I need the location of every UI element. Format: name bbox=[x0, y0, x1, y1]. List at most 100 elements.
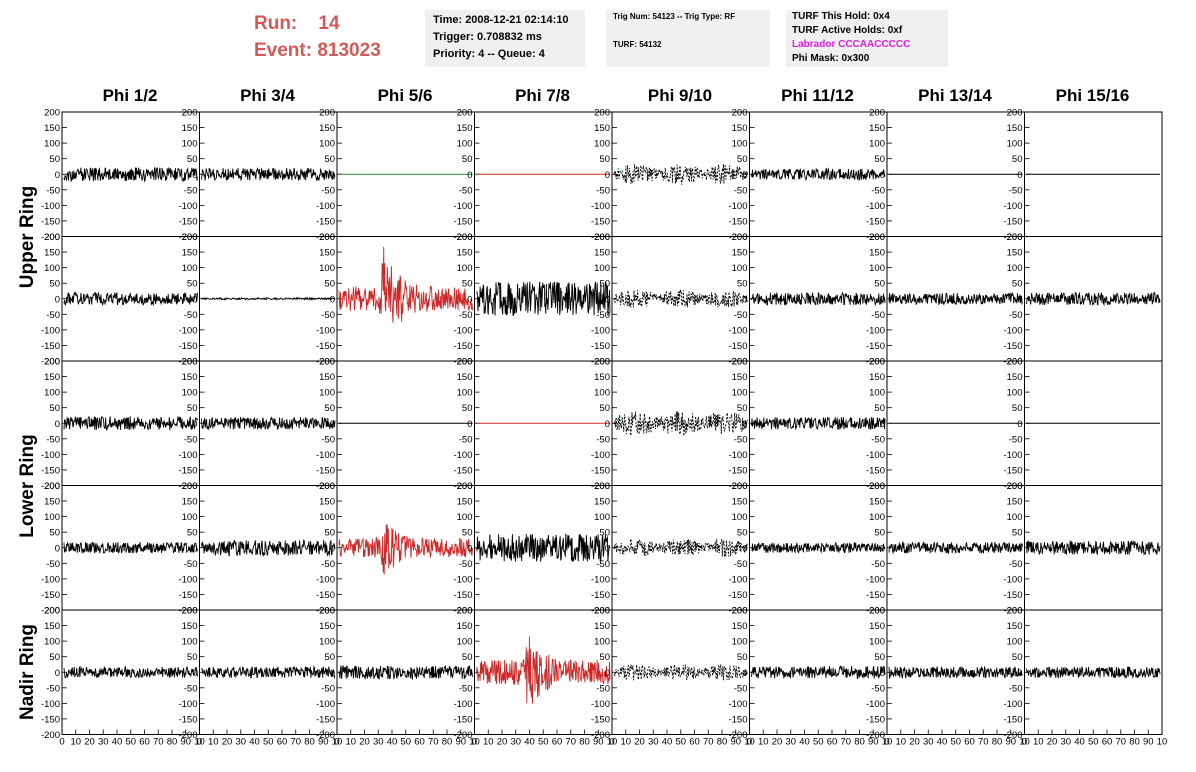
y-tick-label: 150 bbox=[732, 248, 748, 259]
y-tick-label: -150 bbox=[453, 216, 472, 227]
x-tick-label: 50 bbox=[950, 737, 961, 748]
x-tick-label: 50 bbox=[263, 737, 274, 748]
x-tick-label: 60 bbox=[414, 737, 425, 748]
waveform-trace bbox=[613, 538, 748, 558]
y-tick-label: 0 bbox=[605, 419, 610, 430]
y-tick-label: -200 bbox=[316, 357, 335, 368]
y-tick-label: -200 bbox=[178, 357, 197, 368]
y-tick-label: 150 bbox=[44, 248, 60, 259]
y-tick-label: 100 bbox=[182, 139, 198, 150]
waveform-trace bbox=[1026, 539, 1161, 556]
y-tick-label: -100 bbox=[453, 450, 472, 461]
y-tick-label: -100 bbox=[453, 325, 472, 336]
waveform-trace bbox=[476, 533, 611, 563]
waveform-trace bbox=[613, 164, 748, 185]
turf-hold-text: TURF This Hold: 0x4 bbox=[792, 11, 890, 22]
y-tick-label: 50 bbox=[462, 279, 473, 290]
y-tick-label: -50 bbox=[871, 434, 885, 445]
y-tick-label: -100 bbox=[41, 699, 60, 710]
y-tick-label: -50 bbox=[596, 683, 610, 694]
y-tick-label: 200 bbox=[869, 357, 885, 368]
y-tick-label: 0 bbox=[605, 668, 610, 679]
y-tick-label: 50 bbox=[599, 279, 610, 290]
y-tick-label: 0 bbox=[742, 419, 747, 430]
x-tick-label: 10 bbox=[70, 737, 81, 748]
waveform-trace bbox=[63, 541, 198, 554]
x-tick-label: 10 bbox=[483, 737, 494, 748]
waveform-trace bbox=[751, 416, 886, 430]
y-tick-label: 0 bbox=[742, 294, 747, 305]
waveform-trace bbox=[201, 167, 336, 182]
y-tick-label: -150 bbox=[1003, 341, 1022, 352]
y-tick-label: 100 bbox=[44, 637, 60, 648]
y-tick-label: -50 bbox=[596, 559, 610, 570]
y-tick-label: -100 bbox=[728, 574, 747, 585]
x-tick-label: 30 bbox=[373, 737, 384, 748]
y-tick-label: -50 bbox=[46, 683, 60, 694]
y-tick-label: 150 bbox=[457, 372, 473, 383]
y-tick-label: -100 bbox=[453, 574, 472, 585]
y-tick-label: -200 bbox=[728, 730, 747, 741]
waveform-trace bbox=[888, 291, 1023, 306]
y-tick-label: 100 bbox=[457, 263, 473, 274]
y-tick-label: 200 bbox=[869, 108, 885, 119]
y-tick-label: 100 bbox=[869, 263, 885, 274]
y-tick-label: 100 bbox=[1007, 637, 1023, 648]
x-tick-label: 10 bbox=[469, 737, 480, 748]
y-tick-label: -100 bbox=[591, 574, 610, 585]
y-tick-label: 200 bbox=[182, 108, 198, 119]
y-tick-label: 100 bbox=[732, 388, 748, 399]
y-tick-label: -200 bbox=[453, 606, 472, 617]
y-tick-label: 50 bbox=[737, 403, 748, 414]
y-tick-label: 100 bbox=[44, 263, 60, 274]
x-tick-label: 10 bbox=[332, 737, 343, 748]
y-tick-label: 0 bbox=[742, 170, 747, 181]
y-tick-label: -50 bbox=[871, 559, 885, 570]
y-tick-label: 50 bbox=[737, 154, 748, 165]
y-tick-label: 100 bbox=[732, 263, 748, 274]
x-tick-label: 20 bbox=[634, 737, 645, 748]
y-tick-label: 0 bbox=[605, 170, 610, 181]
y-tick-label: 100 bbox=[457, 512, 473, 523]
y-tick-label: 100 bbox=[1007, 512, 1023, 523]
y-tick-label: -200 bbox=[1003, 357, 1022, 368]
y-tick-label: -200 bbox=[728, 481, 747, 492]
event-value: 813023 bbox=[317, 40, 381, 61]
x-tick-label: 90 bbox=[868, 737, 879, 748]
y-tick-label: -200 bbox=[866, 357, 885, 368]
y-tick-label: 0 bbox=[880, 419, 885, 430]
y-tick-label: 100 bbox=[594, 637, 610, 648]
y-tick-label: -100 bbox=[178, 325, 197, 336]
y-tick-label: 200 bbox=[1007, 481, 1023, 492]
y-tick-label: -50 bbox=[459, 185, 473, 196]
time-text: Time: 2008-12-21 02:14:10 bbox=[433, 14, 569, 26]
waveform-trace bbox=[338, 664, 473, 681]
y-tick-label: -100 bbox=[178, 574, 197, 585]
y-tick-label: -100 bbox=[866, 699, 885, 710]
y-tick-label: 200 bbox=[869, 232, 885, 243]
y-tick-label: -100 bbox=[591, 325, 610, 336]
y-tick-label: 150 bbox=[457, 621, 473, 632]
y-tick-label: 150 bbox=[44, 497, 60, 508]
y-tick-label: 0 bbox=[880, 294, 885, 305]
y-tick-label: 50 bbox=[1012, 652, 1023, 663]
y-tick-label: 0 bbox=[55, 170, 60, 181]
y-tick-label: 100 bbox=[44, 388, 60, 399]
y-tick-label: 0 bbox=[1017, 668, 1022, 679]
y-tick-label: -150 bbox=[591, 590, 610, 601]
y-tick-label: 0 bbox=[880, 543, 885, 554]
x-tick-label: 10 bbox=[1033, 737, 1044, 748]
y-tick-label: 50 bbox=[1012, 279, 1023, 290]
y-tick-label: 200 bbox=[1007, 357, 1023, 368]
x-tick-label: 30 bbox=[785, 737, 796, 748]
column-header: Phi 15/16 bbox=[1055, 86, 1130, 105]
y-tick-label: 200 bbox=[457, 357, 473, 368]
y-tick-label: -150 bbox=[453, 341, 472, 352]
y-tick-label: -200 bbox=[866, 232, 885, 243]
y-tick-label: -100 bbox=[178, 450, 197, 461]
column-header: Phi 13/14 bbox=[918, 86, 992, 105]
x-tick-label: 0 bbox=[747, 737, 752, 748]
x-tick-label: 70 bbox=[428, 737, 439, 748]
y-tick-label: 200 bbox=[457, 606, 473, 617]
